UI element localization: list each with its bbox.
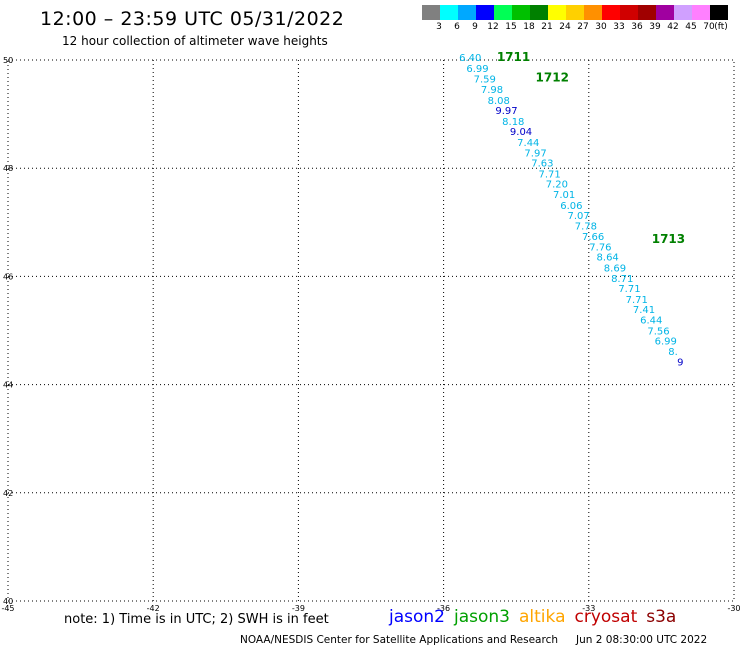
legend-label: 6 — [454, 22, 460, 32]
legend-label: 12 — [487, 22, 499, 32]
legend-swatch — [548, 5, 566, 20]
legend-label: 3 — [436, 22, 442, 32]
longitude-tick-label: -36 — [437, 604, 450, 613]
satellite-s3a: s3a — [646, 607, 677, 627]
latitude-tick-label: 48 — [3, 164, 13, 173]
wave-height-label: 7.71 — [618, 284, 640, 295]
wave-height-label: 6.44 — [640, 315, 662, 326]
wave-height-label: 7.78 — [575, 221, 597, 232]
legend-swatch — [494, 5, 512, 20]
legend-label: 39 — [649, 22, 661, 32]
wave-height-label: 6.06 — [560, 201, 582, 212]
wave-height-label: 9.97 — [495, 106, 517, 117]
wave-height-label: 6.40 — [459, 53, 481, 64]
wave-height-label: 7.56 — [647, 326, 669, 337]
wave-height-label: 7.71 — [626, 295, 648, 306]
legend-label: 70 — [703, 22, 715, 32]
wave-height-label: 7.44 — [517, 138, 539, 149]
legend-swatch — [674, 5, 692, 20]
credit-text: NOAA/NESDIS Center for Satellite Applica… — [240, 634, 558, 646]
satellite-jason2: jason2 — [389, 607, 445, 627]
generation-timestamp: Jun 2 08:30:00 UTC 2022 — [576, 634, 708, 646]
footer-note: note: 1) Time is in UTC; 2) SWH is in fe… — [64, 612, 329, 627]
legend-swatch — [710, 5, 728, 20]
legend-label: 15 — [505, 22, 517, 32]
legend-swatch — [458, 5, 476, 20]
legend-label: (ft) — [714, 22, 728, 32]
wave-height-label: 7.41 — [633, 305, 655, 316]
longitude-tick-label: -33 — [582, 604, 595, 613]
satellite-cryosat: cryosat — [574, 607, 638, 627]
wave-height-label: 6.99 — [466, 64, 488, 75]
longitude-tick-label: -45 — [1, 604, 14, 613]
wave-height-label: 8. — [668, 347, 678, 358]
wave-height-label: 7.63 — [531, 159, 553, 170]
wave-height-label: 8.64 — [597, 253, 619, 264]
wave-height-label: 7.76 — [589, 242, 611, 253]
pass-number-label: 1712 — [536, 71, 569, 85]
satellite-altika: altika — [519, 607, 566, 627]
wave-height-label: 9.04 — [510, 127, 532, 138]
legend-label: 33 — [613, 22, 625, 32]
longitude-tick-label: -42 — [147, 604, 160, 613]
wave-height-label: 8.18 — [502, 117, 524, 128]
legend-swatch — [440, 5, 458, 20]
legend-swatch — [656, 5, 674, 20]
wave-height-label: 7.71 — [538, 169, 560, 180]
legend-swatch — [566, 5, 584, 20]
wave-height-label: 8.69 — [604, 264, 626, 275]
wave-height-label: 7.66 — [582, 232, 604, 243]
legend-swatch — [692, 5, 710, 20]
legend-swatch — [512, 5, 530, 20]
legend-swatch — [602, 5, 620, 20]
legend-label: 24 — [559, 22, 571, 32]
wave-height-label: 7.98 — [481, 85, 503, 96]
legend-swatch — [476, 5, 494, 20]
credit-line: NOAA/NESDIS Center for Satellite Applica… — [240, 634, 707, 646]
legend-swatch — [530, 5, 548, 20]
legend-label: 45 — [685, 22, 697, 32]
legend-label: 36 — [631, 22, 643, 32]
satellite-jason3: jason3 — [454, 607, 510, 627]
legend-swatch — [638, 5, 656, 20]
map-subtitle: 12 hour collection of altimeter wave hei… — [62, 34, 328, 48]
wave-height-label: 9 — [677, 358, 683, 369]
legend-label: 42 — [667, 22, 679, 32]
latitude-tick-label: 46 — [3, 272, 13, 281]
wave-height-label: 8.71 — [611, 274, 633, 285]
legend-swatch — [422, 5, 440, 20]
map-title: 12:00 – 23:59 UTC 05/31/2022 — [40, 8, 345, 30]
pass-number-label: 1711 — [497, 50, 530, 64]
wave-height-label: 6.99 — [655, 337, 677, 348]
legend-label: 27 — [577, 22, 589, 32]
wave-height-label: 7.01 — [553, 190, 575, 201]
legend-swatch — [584, 5, 602, 20]
legend-label: 18 — [523, 22, 535, 32]
legend-swatches — [422, 5, 728, 20]
longitude-tick-label: -39 — [292, 604, 305, 613]
map-frame — [7, 59, 735, 602]
pass-number-label: 1713 — [652, 232, 685, 246]
wave-height-label: 8.08 — [488, 96, 510, 107]
legend-label: 30 — [595, 22, 607, 32]
wave-height-label: 7.59 — [474, 75, 496, 86]
legend-labels: 3 6 9 12 15 18 21 24 27 30 33 36 39 42 45 70 (ft) — [422, 20, 728, 34]
legend-swatch — [620, 5, 638, 20]
legend-label: 21 — [541, 22, 553, 32]
wave-height-label: 7.07 — [568, 211, 590, 222]
wave-height-label: 7.20 — [546, 180, 568, 191]
satellite-legend: jason2 jason3 altika cryosat s3a — [389, 607, 685, 627]
color-scale-legend: 3 6 9 12 15 18 21 24 27 30 33 36 39 42 45 70 (ft) — [422, 5, 728, 37]
legend-label: 9 — [472, 22, 478, 32]
longitude-tick-label: -30 — [727, 604, 740, 613]
wave-height-label: 7.97 — [524, 148, 546, 159]
